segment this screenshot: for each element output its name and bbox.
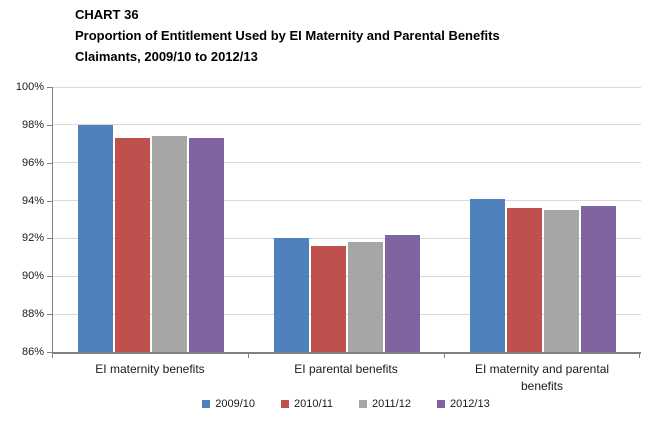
x-axis-category-label-text: EI parental benefits [294, 362, 398, 376]
y-axis-tick-label: 96% [21, 156, 44, 169]
legend-label: 2010/11 [294, 398, 333, 410]
gridline [53, 275, 641, 277]
x-axis-category-label: EI parental benefits [248, 361, 444, 378]
bar [115, 138, 150, 352]
gridline [53, 162, 641, 164]
y-axis-tick-mark [47, 124, 52, 126]
y-axis-tick-label: 92% [21, 232, 44, 245]
y-axis-tick-label: 98% [21, 118, 44, 131]
bar [470, 198, 505, 352]
legend-item: 2011/12 [359, 398, 411, 410]
legend-marker-icon [436, 400, 445, 408]
y-axis-tick-mark [47, 276, 52, 278]
legend: 2009/10 2010/11 2011/12 2012/13 [52, 398, 640, 410]
bar [311, 246, 346, 352]
legend-label: 2012/13 [449, 398, 490, 410]
legend-item: 2012/13 [436, 398, 490, 410]
bar [274, 238, 309, 352]
y-axis-tick-label: 88% [21, 308, 44, 321]
x-axis-category-label-text: EI maternity and parental benefits [474, 362, 610, 393]
y-axis-tick-mark [47, 87, 52, 88]
bar [348, 242, 383, 352]
x-axis-tick-mark [52, 353, 53, 358]
chart-title-line1: Proportion of Entitlement Used by EI Mat… [75, 28, 500, 43]
gridline [53, 124, 641, 126]
gridline [53, 86, 641, 88]
bar [189, 138, 224, 352]
chart-number: CHART 36 [75, 7, 139, 22]
gridline [53, 313, 641, 315]
gridline [53, 200, 641, 202]
x-axis-category-label: EI maternity benefits [52, 361, 248, 378]
x-axis-tick-mark [639, 353, 640, 358]
bar [78, 124, 113, 352]
y-axis-tick-label: 90% [21, 270, 44, 283]
legend-item: 2009/10 [202, 398, 255, 410]
y-axis-tick-label: 100% [15, 81, 44, 93]
legend-marker-icon [202, 400, 211, 408]
chart-title-line2: Claimants, 2009/10 to 2012/13 [75, 49, 258, 64]
x-axis-tick-mark [248, 353, 249, 358]
bar-group [53, 87, 249, 352]
y-axis-tick-label: 86% [21, 346, 44, 358]
x-axis-category-label: EI maternity and parental benefits [444, 361, 640, 395]
plot-area [52, 86, 641, 354]
bar [581, 206, 616, 352]
legend-label: 2009/10 [215, 398, 256, 410]
legend-marker-icon [281, 400, 290, 408]
bar [152, 136, 187, 352]
y-axis-tick-mark [47, 200, 52, 202]
chart-title-block: CHART 36 Proportion of Entitlement Used … [75, 4, 500, 67]
legend-marker-icon [359, 400, 367, 408]
bar [507, 208, 542, 352]
y-axis-tick-mark [47, 238, 52, 240]
gridline [53, 237, 641, 239]
y-axis-tick-mark [47, 352, 52, 353]
x-axis-tick-mark [444, 353, 445, 358]
bar-group [445, 87, 641, 352]
y-axis-tick-label: 94% [21, 194, 44, 207]
bar-group [249, 87, 445, 352]
y-axis-tick-mark [47, 162, 52, 164]
legend-label: 2011/12 [372, 398, 411, 410]
legend-item: 2010/11 [281, 398, 333, 410]
x-axis-category-label-text: EI maternity benefits [95, 362, 205, 376]
y-axis-tick-mark [47, 314, 52, 316]
bar [385, 234, 420, 352]
bar [544, 210, 579, 352]
